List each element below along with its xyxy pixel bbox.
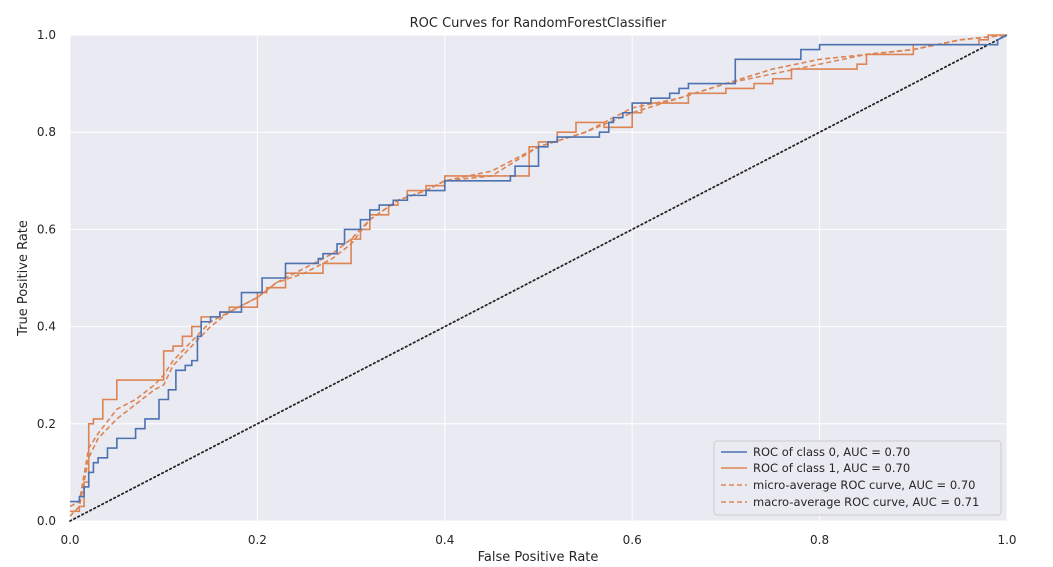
- macro-average-line: [69, 34, 1008, 508]
- y-tick-label: 0.8: [37, 125, 56, 139]
- y-axis-label: True Positive Rate: [16, 220, 31, 337]
- y-tick-label: 0.6: [37, 222, 56, 236]
- chart-title: ROC Curves for RandomForestClassifier: [410, 16, 667, 31]
- series-layer: [69, 34, 1008, 522]
- y-tick-label: 0.0: [37, 514, 56, 528]
- legend: ROC of class 0, AUC = 0.70 ROC of class …: [713, 440, 1002, 516]
- y-tick-labels: 0.0 0.2 0.4 0.6 0.8 1.0: [37, 28, 56, 528]
- y-tick-label: 0.2: [37, 417, 56, 431]
- x-tick-label: 0.0: [60, 533, 79, 547]
- chance-diagonal-line: [69, 34, 1008, 522]
- x-tick-label: 0.4: [435, 533, 454, 547]
- x-tick-label: 0.8: [810, 533, 829, 547]
- x-tick-label: 0.2: [248, 533, 267, 547]
- legend-entry-class-0: ROC of class 0, AUC = 0.70: [753, 445, 910, 459]
- legend-entry-class-1: ROC of class 1, AUC = 0.70: [753, 461, 910, 475]
- legend-box: [713, 440, 1002, 516]
- x-tick-label: 0.6: [623, 533, 642, 547]
- x-tick-labels: 0.0 0.2 0.4 0.6 0.8 1.0: [60, 533, 1016, 547]
- x-axis-label: False Positive Rate: [478, 550, 599, 565]
- y-tick-label: 1.0: [37, 28, 56, 42]
- grid-lines: [69, 34, 1008, 522]
- roc-class-0-line: [70, 34, 1008, 503]
- y-tick-label: 0.4: [37, 320, 56, 334]
- x-tick-label: 1.0: [997, 533, 1016, 547]
- legend-entry-micro-average: micro-average ROC curve, AUC = 0.70: [753, 478, 975, 492]
- legend-entry-macro-average: macro-average ROC curve, AUC = 0.71: [753, 495, 979, 509]
